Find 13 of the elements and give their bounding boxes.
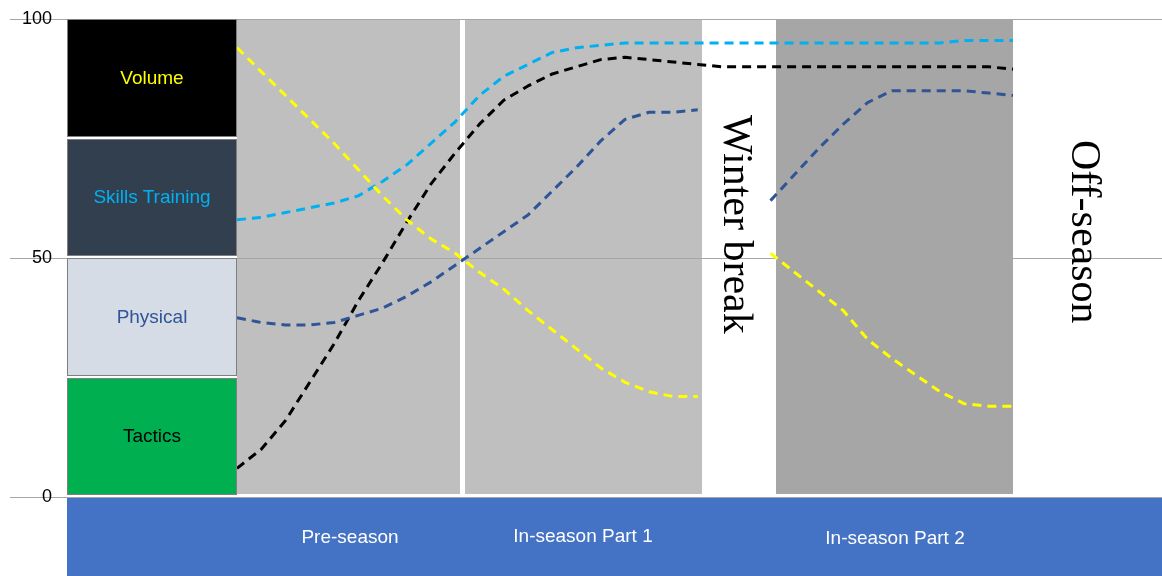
line-series [235, 55, 1015, 470]
text: Off-season [1062, 140, 1110, 324]
text: In-season Part 2 [825, 527, 965, 549]
text: Physical [116, 305, 188, 328]
annotation: Winter break [714, 115, 762, 334]
y-tick-label: 0 [41, 486, 52, 507]
text: Volume [120, 66, 184, 89]
y-tick-label: 100 [21, 8, 52, 29]
y-tick-label: 50 [31, 247, 52, 268]
text: In-season Part 1 [513, 525, 653, 547]
text: Tactics [122, 425, 182, 448]
series-label: Skills Training [93, 186, 211, 209]
text: Pre-season [301, 526, 399, 548]
